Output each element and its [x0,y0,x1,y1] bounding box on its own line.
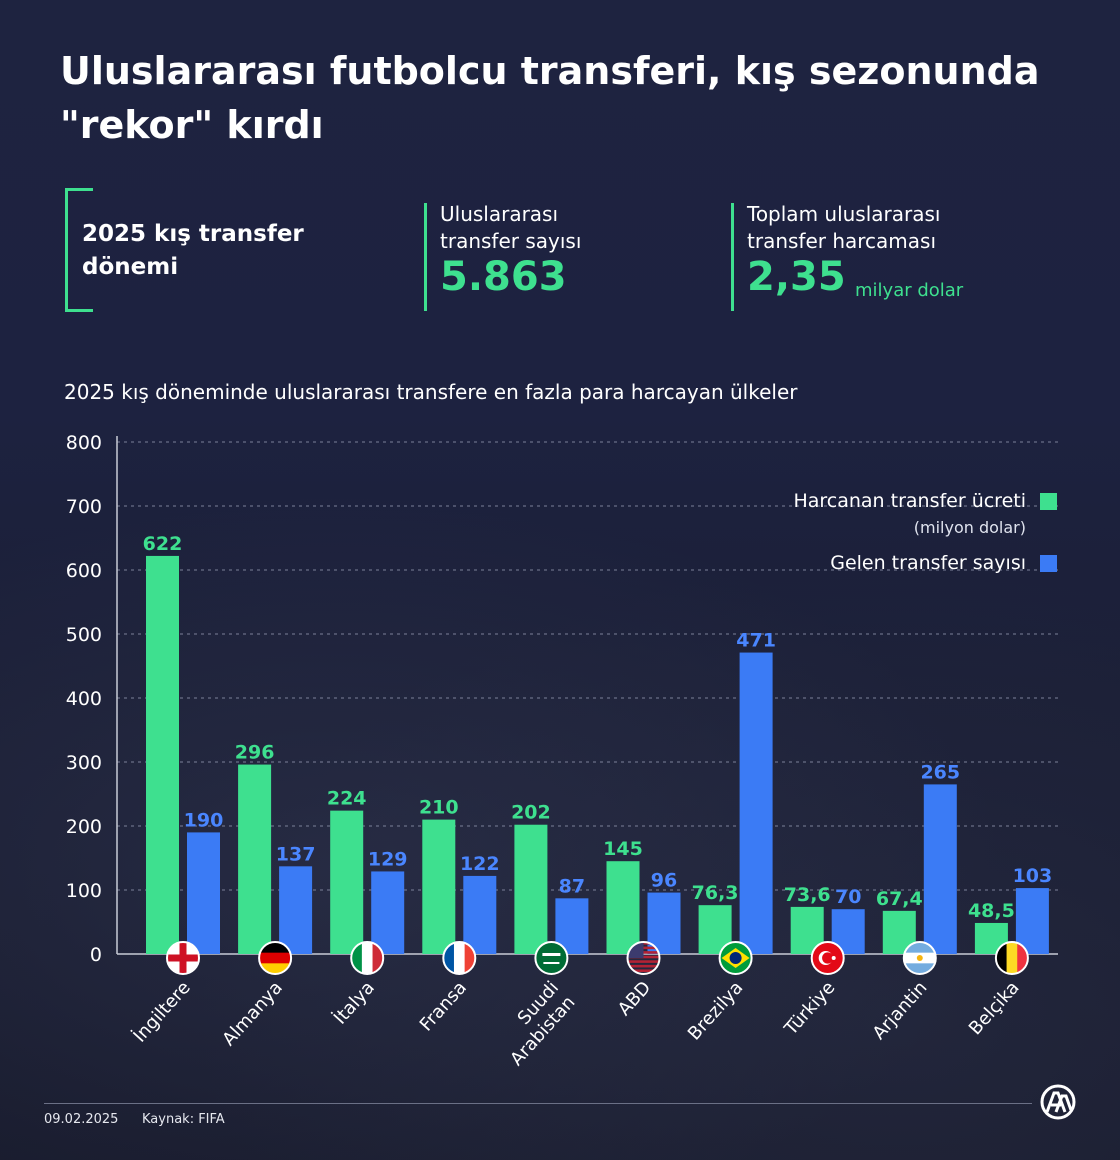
flag-border [534,941,569,975]
spend-value-label: 622 [143,533,183,555]
y-tick-label: 500 [66,624,102,646]
spend-value-label: 73,6 [784,884,831,906]
y-tick-label: 800 [66,432,102,454]
bar-count [371,871,405,954]
spend-value-label: 145 [603,838,643,860]
x-category-label: Fransa [416,977,471,1035]
spend-value-label: 76,3 [692,882,739,904]
spend-value-label: 48,5 [968,900,1015,922]
y-tick-label: 400 [66,688,102,710]
stat-transfer-count-label: Uluslararası transfer sayısı [440,202,582,253]
count-value-label: 265 [920,761,960,783]
bar-spend [238,764,272,954]
bar-count [739,652,773,954]
bar-chart: 0 100 200 300 400 500 600 700 800 622 190 İngiltere… [66,432,1058,1070]
chart-subtitle: 2025 kış döneminde uluslararası transfer… [64,380,798,404]
flag-border [166,941,200,975]
x-category-label: ABD [614,977,655,1020]
y-tick-label: 100 [66,880,102,902]
aa-logo-icon [1040,1084,1076,1120]
bar-spend [422,819,456,954]
legend-spend-label: Harcanan transfer ücreti [793,490,1026,512]
flag-border [810,941,845,975]
bar-spend [330,810,364,954]
count-value-label: 129 [368,848,408,870]
footer-source: Kaynak: FIFA [142,1112,225,1127]
count-value-label: 122 [460,853,500,875]
stat-total-spend-unit: milyar dolar [855,280,964,301]
france-flag-icon [443,942,476,974]
stat-total-spend-label: Toplam uluslararası transfer harcaması [747,202,941,253]
belgium-flag-icon [995,942,1028,974]
count-value-label: 103 [1013,865,1053,887]
flag-border [626,941,661,975]
flag-border [902,941,937,975]
legend-count-swatch [1040,555,1057,572]
bar-spend [606,861,640,954]
footer-divider [44,1103,1032,1104]
bar-count [923,784,957,954]
y-tick-label: 700 [66,496,102,518]
x-category-label: İtalya [330,977,379,1028]
flag-border [258,941,293,975]
italy-flag-icon [351,942,384,974]
page-title: Uluslararası futbolcu transferi, kış sez… [60,49,1040,147]
spend-value-label: 67,4 [876,888,923,910]
argentina-flag-icon [903,942,936,974]
bar-count [1015,888,1049,954]
spend-value-label: 296 [235,742,275,764]
legend-spend-unit: (milyon dolar) [913,518,1026,537]
count-value-label: 190 [184,809,224,831]
count-value-label: 96 [651,870,677,892]
count-value-label: 87 [559,875,585,897]
stat-divider [424,203,427,311]
period-label: 2025 kış transfer dönemi [82,221,304,280]
bar-count [279,866,313,954]
x-category-label: Türkiye [780,977,839,1040]
count-value-label: 70 [835,886,861,908]
spend-value-label: 210 [419,797,459,819]
count-value-label: 471 [736,630,776,652]
flag-border [442,941,477,975]
x-category-label: İngiltere [129,977,194,1046]
flag-border [350,941,385,975]
y-tick-label: 600 [66,560,102,582]
bar-spend [146,555,179,954]
stat-total-spend-value: 2,35 [747,254,846,300]
x-category-label: Brezilya [684,977,747,1044]
legend-spend-swatch [1040,493,1057,510]
spend-value-label: 224 [327,788,367,810]
bar-spend [514,824,548,954]
legend-count-label: Gelen transfer sayısı [830,552,1026,574]
footer-date: 09.02.2025 [44,1112,119,1127]
flag-border [718,941,753,975]
germany-flag-icon [259,942,292,974]
y-tick-label: 200 [66,816,102,838]
y-tick-label: 0 [90,944,102,966]
spend-value-label: 202 [511,802,551,824]
count-value-label: 137 [276,843,316,865]
bar-count [187,832,220,954]
x-category-label: Almanya [218,977,286,1050]
x-category-label: Arjantin [869,977,932,1044]
stat-divider [731,203,734,311]
bar-count [647,892,681,954]
x-category-label: SuudiArabistan [490,977,580,1070]
x-category-label: Belçika [965,977,1024,1039]
bar-count [463,875,497,954]
stat-transfer-count-value: 5.863 [440,254,567,300]
y-tick-label: 300 [66,752,102,774]
flag-border [994,941,1029,975]
period-bracket [65,188,93,312]
